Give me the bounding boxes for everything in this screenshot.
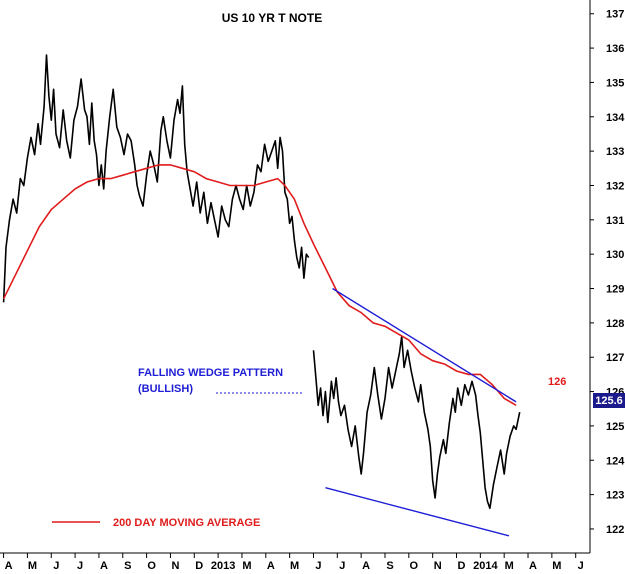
pattern-label-line1: FALLING WEDGE PATTERN (138, 367, 283, 379)
x-tick-label: M (552, 560, 561, 572)
y-tick-label: 124 (606, 455, 625, 467)
y-tick-label: 123 (606, 490, 624, 502)
x-tick-label: S (386, 560, 393, 572)
x-tick-label: M (28, 560, 37, 572)
y-tick-label: 129 (606, 284, 624, 296)
x-tick-label: D (195, 560, 203, 572)
x-axis: A M J J A S O N D 2013 M A M J J A S O N D 2014 M A M J (0, 552, 590, 572)
price-series-segment (312, 335, 521, 510)
x-tick-label: J (578, 560, 584, 572)
target-label: 126 (548, 376, 566, 388)
last-price-text: 125.6 (595, 395, 623, 407)
x-tick-label: S (124, 560, 131, 572)
y-axis: 1221231241251261271281291301311321331341… (589, 0, 625, 553)
pattern-label-line2: (BULLISH) (138, 383, 193, 395)
x-tick-label: A (267, 560, 275, 572)
x-tick-label: 2014 (473, 560, 498, 572)
last-price-tag: 125.6 (593, 393, 625, 408)
x-tick-label: M (505, 560, 514, 572)
x-tick-label: M (242, 560, 251, 572)
y-tick-label: 136 (606, 43, 624, 55)
y-tick-label: 137 (606, 9, 624, 21)
x-tick-label: A (529, 560, 537, 572)
y-tick-label: 130 (606, 249, 624, 261)
chart-title: US 10 YR T NOTE (222, 11, 322, 25)
x-tick-label: N (434, 560, 442, 572)
y-tick-label: 131 (606, 215, 624, 227)
x-tick-label: D (458, 560, 466, 572)
y-tick-label: 134 (606, 112, 625, 124)
annotations: FALLING WEDGE PATTERN (BULLISH) 126 200 … (52, 367, 566, 529)
x-tick-label: A (362, 560, 370, 572)
trendline-lower (325, 487, 510, 537)
y-tick-label: 128 (606, 318, 624, 330)
trendline-upper (332, 287, 517, 403)
x-tick-label: N (171, 560, 179, 572)
y-tick-label: 133 (606, 146, 624, 158)
x-tick-label: J (53, 560, 59, 572)
y-tick-label: 135 (606, 77, 624, 89)
x-tick-label: A (100, 560, 108, 572)
price-series-segment (2, 54, 310, 303)
x-tick-label: O (410, 560, 419, 572)
moving-average-line (2, 164, 517, 406)
x-tick-label: M (290, 560, 299, 572)
x-tick-label: A (5, 560, 13, 572)
series-layer (2, 54, 521, 537)
y-tick-label: 125 (606, 421, 624, 433)
legend-label: 200 DAY MOVING AVERAGE (113, 517, 260, 529)
x-tick-label: J (339, 560, 345, 572)
x-tick-label: O (147, 560, 156, 572)
x-tick-label: 2013 (211, 560, 235, 572)
x-tick-label: J (315, 560, 321, 572)
x-tick-label: J (77, 560, 83, 572)
y-tick-label: 132 (606, 180, 624, 192)
y-tick-label: 127 (606, 352, 624, 364)
y-tick-label: 122 (606, 524, 624, 536)
